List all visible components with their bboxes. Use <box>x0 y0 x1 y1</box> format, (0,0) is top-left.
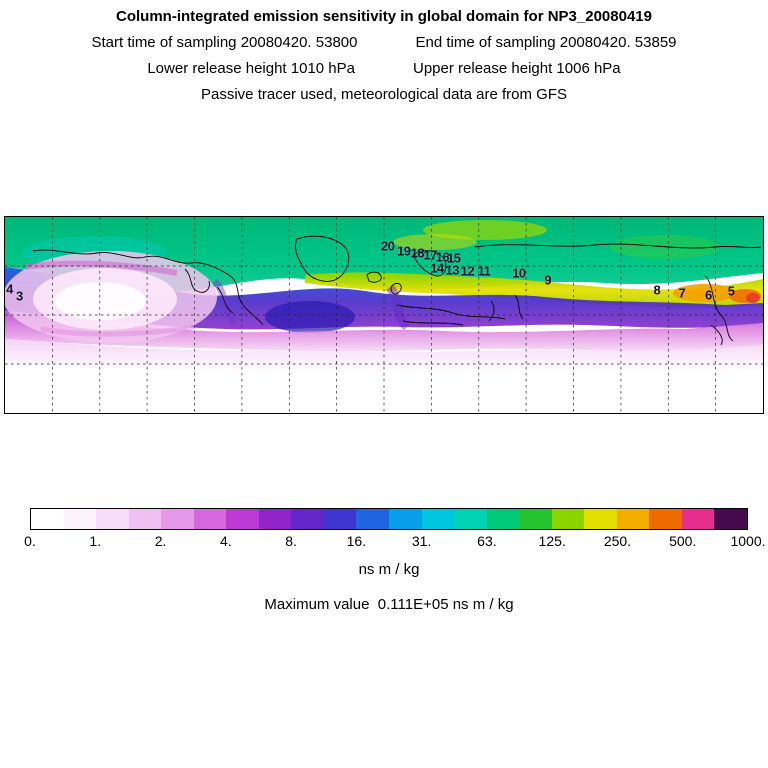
colorbar-tick-label: 16. <box>346 533 367 549</box>
colorbar-tick-label: 63. <box>477 533 497 549</box>
colorbar-tick-label: 0. <box>24 533 36 549</box>
colorbar-segment <box>649 509 682 529</box>
colorbar-segment <box>454 509 487 529</box>
colorbar-tick-label: 8. <box>285 533 297 549</box>
colorbar-segment <box>291 509 324 529</box>
colorbar-ticks: 0. 1. 2. 4. 8. 16. 31. 63. 125. 250. 500. 1000. <box>24 533 765 551</box>
colorbar-segment <box>519 509 552 529</box>
colorbar-segment <box>356 509 390 529</box>
colorbar-segment <box>323 509 357 529</box>
sampling-times-line: Start time of sampling 20080420. 53800 E… <box>0 34 768 52</box>
upper-release-text: Upper release height 1006 hPa <box>413 60 621 77</box>
end-time-text: End time of sampling 20080420. 53859 <box>415 34 677 51</box>
colorbar <box>30 508 748 530</box>
colorbar-tick-label: 2. <box>154 533 167 549</box>
colorbar-tick-label: 125. <box>538 533 566 549</box>
colorbar-segment <box>421 509 455 529</box>
colorbar-segment <box>258 509 292 529</box>
tracer-met-text: Passive tracer used, meteorological data… <box>201 86 567 103</box>
colorbar-segment <box>161 509 194 529</box>
lower-release-text: Lower release height 1010 hPa <box>147 60 355 77</box>
figure-header: Column-integrated emission sensitivity i… <box>0 0 768 104</box>
colorbar-segment <box>616 509 650 529</box>
colorbar-segment <box>714 509 748 529</box>
colorbar-segment <box>96 509 129 529</box>
colorbar-segment <box>31 509 64 529</box>
colorbar-segment <box>128 509 162 529</box>
map-panel: 20 19 18 17 16 15 14 13 12 11 10 9 8 7 6 5 4 3 <box>4 216 764 414</box>
colorbar-segment <box>226 509 259 529</box>
colorbar-segment <box>584 509 617 529</box>
release-heights-line: Lower release height 1010 hPa Upper rele… <box>0 60 768 78</box>
coastlines <box>32 235 762 346</box>
colorbar-tick-label: 1000. <box>730 533 766 549</box>
colorbar-segment <box>389 509 422 529</box>
colorbar-segment <box>193 509 227 529</box>
graticule-gridlines <box>5 217 763 413</box>
figure-title: Column-integrated emission sensitivity i… <box>116 8 652 25</box>
legend: 0. 1. 2. 4. 8. 16. 31. 63. 125. 250. 500. 1000. ns … <box>24 508 766 613</box>
max-value-text: Maximum value 0.111E+05 ns m / kg <box>264 596 514 613</box>
colorbar-tick-label: 250. <box>603 533 632 549</box>
colorbar-segment <box>63 509 97 529</box>
colorbar-tick-label: 31. <box>411 533 432 549</box>
colorbar-segment <box>681 509 715 529</box>
start-time-text: Start time of sampling 20080420. 53800 <box>91 34 358 51</box>
colorbar-segment <box>486 509 520 529</box>
colorbar-tick-label: 500. <box>669 533 697 549</box>
colorbar-tick-label: 4. <box>219 533 232 549</box>
colorbar-units: ns m / kg <box>358 561 420 578</box>
colorbar-segment <box>551 509 585 529</box>
colorbar-tick-label: 1. <box>89 533 102 549</box>
map-field-svg <box>5 217 763 413</box>
